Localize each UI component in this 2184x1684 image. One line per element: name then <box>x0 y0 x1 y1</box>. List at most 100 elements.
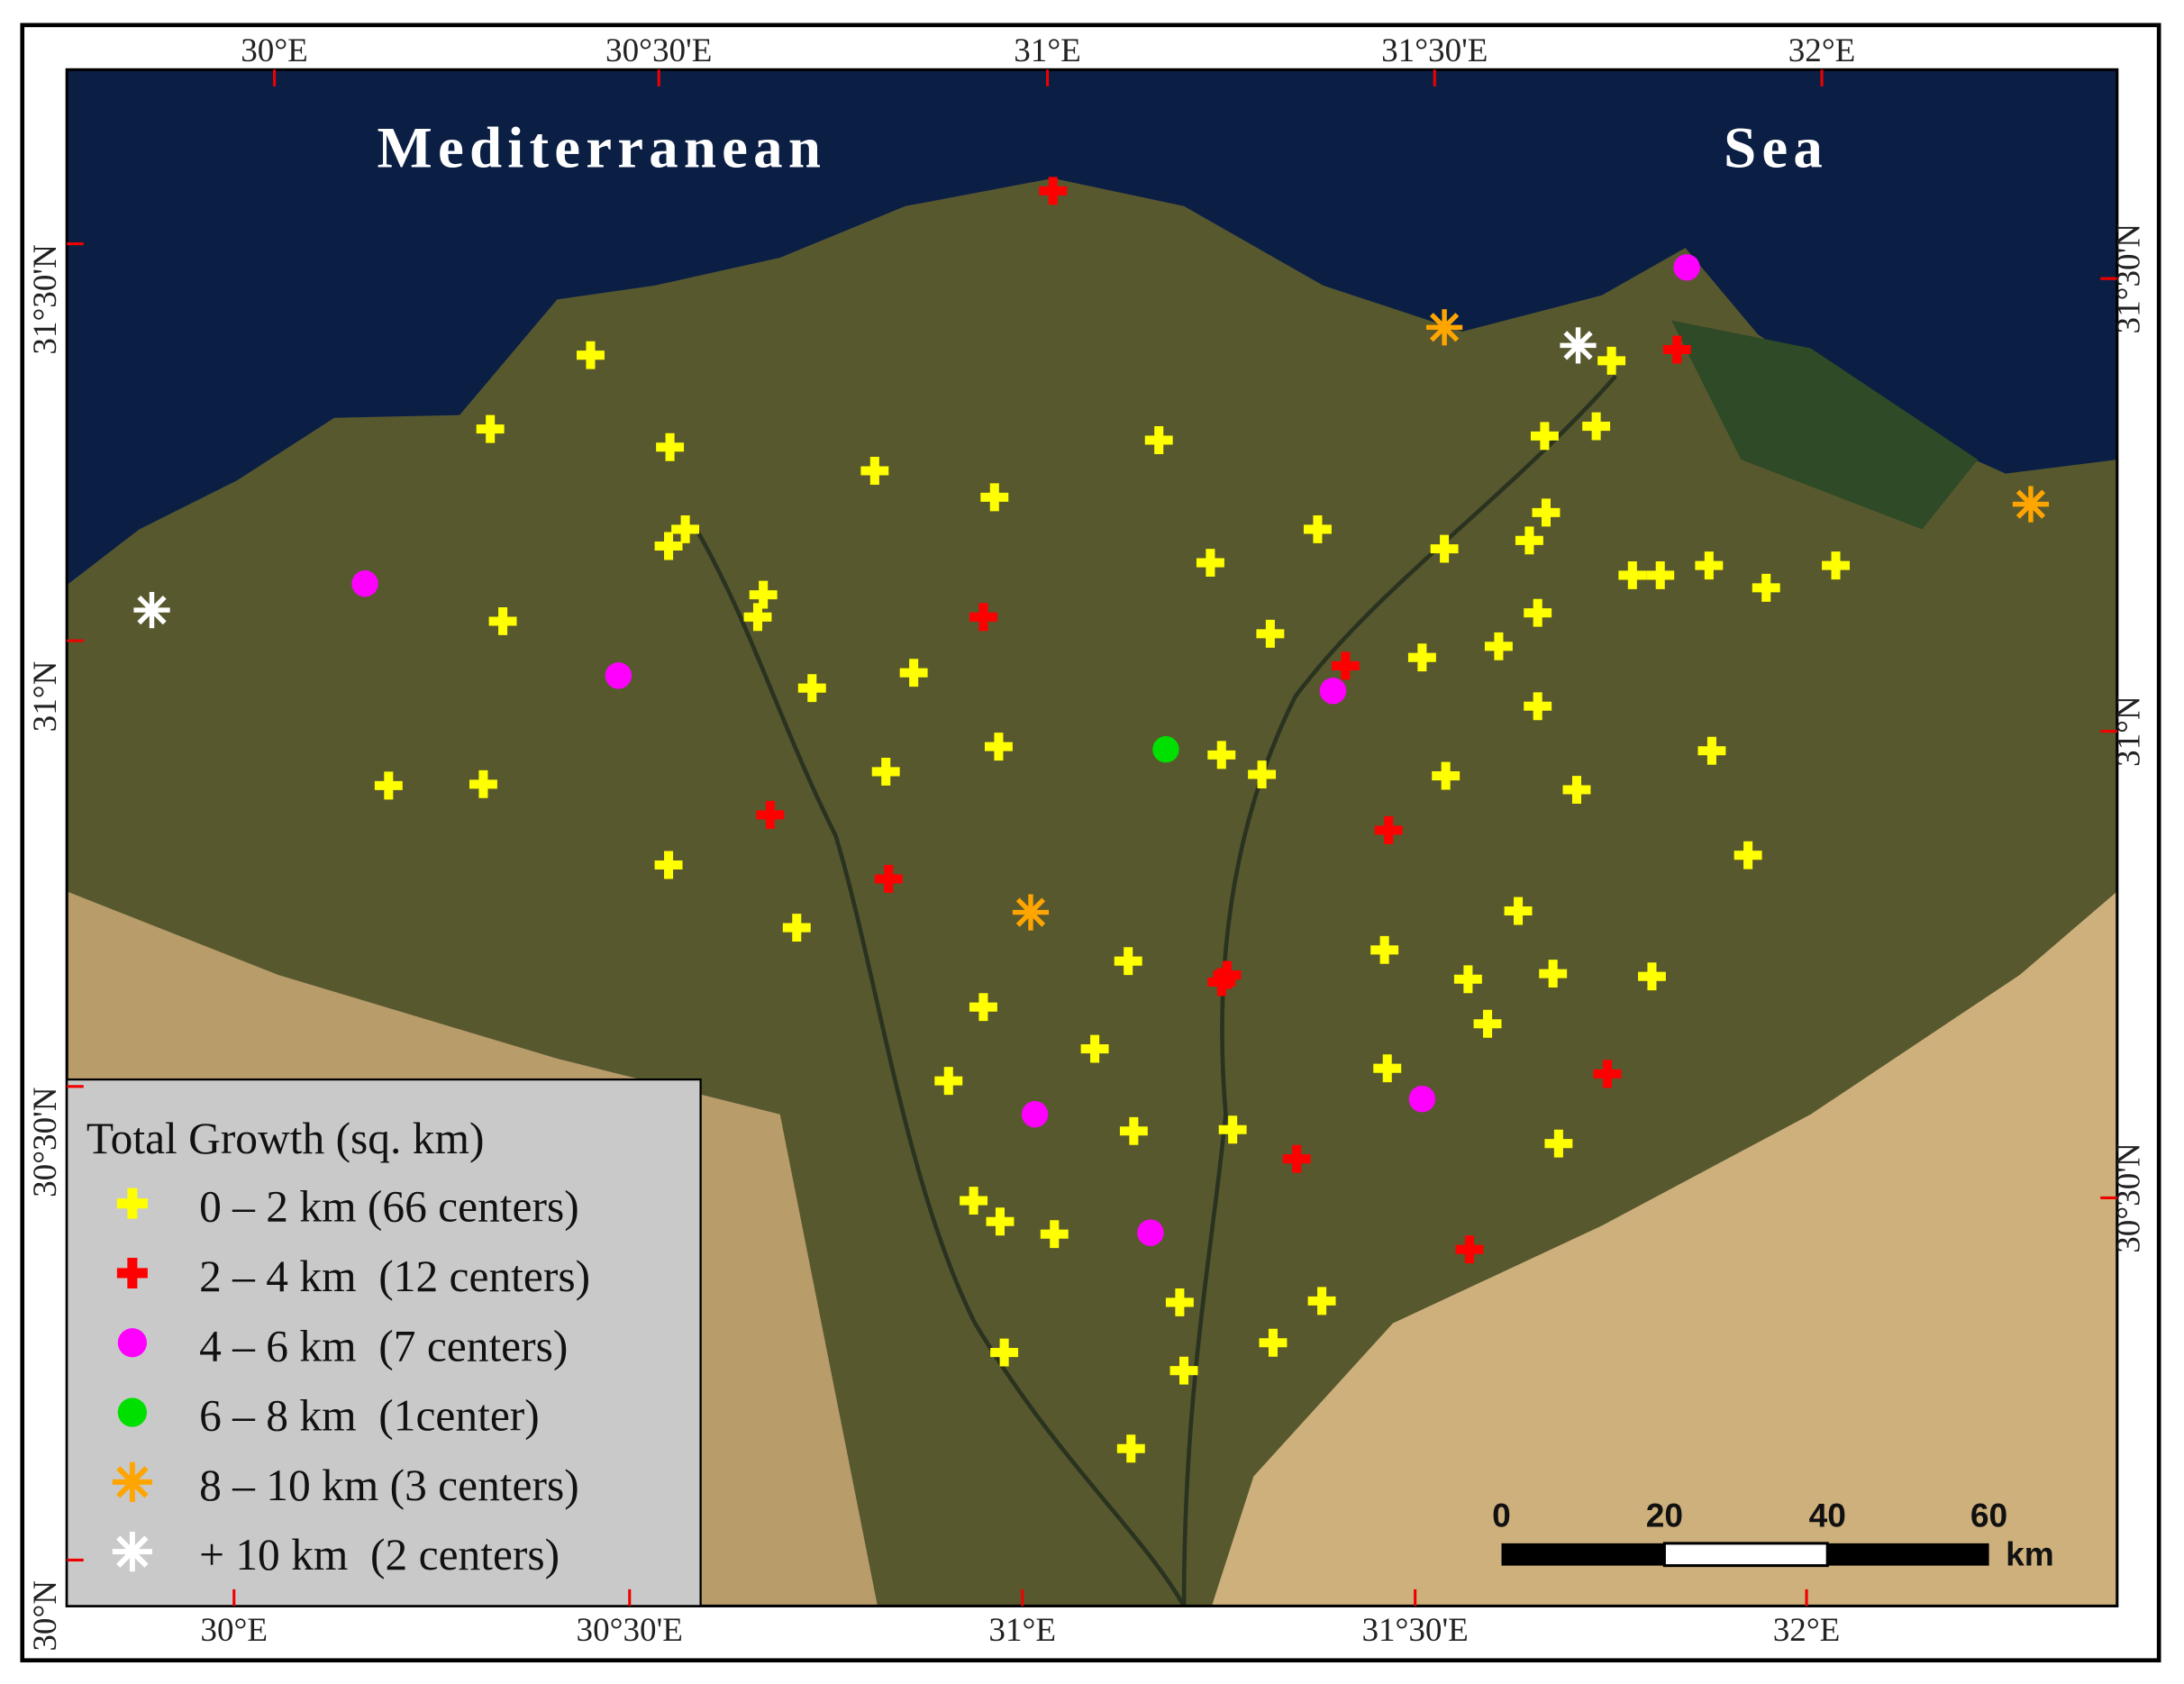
plus-symbol <box>1207 741 1236 769</box>
marker <box>1331 651 1360 680</box>
marker <box>1165 1288 1194 1316</box>
left-tick-label: 30°N <box>27 1580 64 1652</box>
bottom-tick-label: 31°30'E <box>1361 1612 1468 1649</box>
marker <box>1544 1129 1573 1158</box>
plus-symbol <box>1039 177 1068 205</box>
legend-label: 2 – 4 km (12 centers) <box>199 1252 590 1301</box>
marker <box>960 1187 988 1215</box>
plus-symbol <box>1524 692 1552 721</box>
marker <box>1259 1328 1288 1357</box>
plus-symbol <box>1165 1288 1194 1316</box>
plus-symbol <box>969 993 997 1022</box>
marker <box>1593 1060 1622 1088</box>
marker <box>986 1207 1015 1236</box>
plus-symbol <box>1695 551 1724 580</box>
marker <box>1119 1116 1148 1145</box>
plus-symbol <box>1597 346 1626 375</box>
legend-label: + 10 km (2 centers) <box>199 1530 560 1579</box>
top-tick-label: 30°E <box>241 32 308 69</box>
marker <box>1560 327 1597 364</box>
marker <box>1662 335 1691 364</box>
marker <box>1484 632 1513 660</box>
plus-symbol <box>116 1257 148 1288</box>
marker <box>112 1532 152 1572</box>
bottom-tick-label: 30°E <box>200 1612 268 1649</box>
marker <box>990 1338 1019 1367</box>
marker <box>1562 776 1591 804</box>
marker <box>1504 897 1533 925</box>
marker <box>1597 346 1626 375</box>
wetland <box>1671 320 1979 530</box>
plus-symbol <box>469 769 497 798</box>
marker <box>1282 1144 1311 1173</box>
plus-symbol <box>1331 651 1360 680</box>
asterisk-ray <box>1429 313 1460 342</box>
marker <box>351 570 378 597</box>
scale-segment <box>1662 1542 1829 1568</box>
marker <box>1021 1101 1049 1128</box>
marker <box>1539 960 1568 988</box>
marker <box>117 1397 148 1427</box>
marker <box>1152 736 1179 763</box>
plus-symbol <box>656 432 685 461</box>
plus-symbol <box>1373 1054 1402 1083</box>
marker <box>116 1257 148 1288</box>
left-tick-label: 30°30'N <box>27 1087 64 1197</box>
circle-symbol <box>1673 254 1700 281</box>
marker <box>1697 736 1726 765</box>
top-tick-label: 32°E <box>1788 32 1856 69</box>
plus-symbol <box>1144 426 1173 454</box>
marker <box>1473 1009 1502 1038</box>
marker <box>1432 761 1461 790</box>
plus-symbol <box>654 851 683 879</box>
plus-symbol <box>1248 760 1277 788</box>
plus-symbol <box>1532 498 1561 527</box>
plus-symbol <box>116 1188 148 1219</box>
scale-label: 60 <box>1970 1496 2007 1534</box>
marker <box>1303 514 1332 543</box>
marker <box>899 659 928 687</box>
plus-symbol <box>797 674 826 703</box>
marker <box>1080 1034 1109 1063</box>
top-tick-label: 31°30'E <box>1381 32 1488 69</box>
marker <box>1040 1220 1069 1249</box>
plus-symbol <box>1307 1287 1336 1315</box>
plus-symbol <box>1303 514 1332 543</box>
marker <box>1207 968 1236 997</box>
marker <box>1248 760 1277 788</box>
marker <box>782 914 811 942</box>
legend-label: 0 – 2 km (66 centers) <box>199 1182 579 1232</box>
plus-symbol <box>1370 935 1399 964</box>
marker <box>1116 1434 1145 1463</box>
plus-symbol <box>1822 551 1850 580</box>
plus-symbol <box>984 733 1013 761</box>
circle-symbol <box>1319 678 1347 705</box>
circle-symbol <box>1408 1086 1436 1113</box>
plus-symbol <box>577 341 605 369</box>
asterisk-ray <box>2016 489 2046 519</box>
marker <box>117 1328 148 1358</box>
marker <box>476 414 505 443</box>
marker <box>1524 692 1552 721</box>
plus-symbol <box>671 514 700 543</box>
plus-symbol <box>1734 841 1762 869</box>
plus-symbol <box>1752 573 1780 602</box>
marker <box>2012 486 2050 523</box>
marker <box>1455 1235 1484 1264</box>
plus-symbol <box>1432 761 1461 790</box>
plus-symbol <box>1430 534 1459 563</box>
marker <box>1673 254 1700 281</box>
plus-symbol <box>1524 598 1552 627</box>
plus-symbol <box>1282 1144 1311 1173</box>
plus-symbol <box>1473 1009 1502 1038</box>
marker <box>1196 549 1224 578</box>
marker <box>749 580 778 609</box>
plus-symbol <box>986 1207 1015 1236</box>
plus-symbol <box>782 914 811 942</box>
plus-symbol <box>476 414 505 443</box>
bottom-tick-label: 31°E <box>988 1612 1056 1649</box>
marker <box>743 603 772 632</box>
plus-symbol <box>1618 561 1647 589</box>
plus-symbol <box>1453 965 1482 994</box>
